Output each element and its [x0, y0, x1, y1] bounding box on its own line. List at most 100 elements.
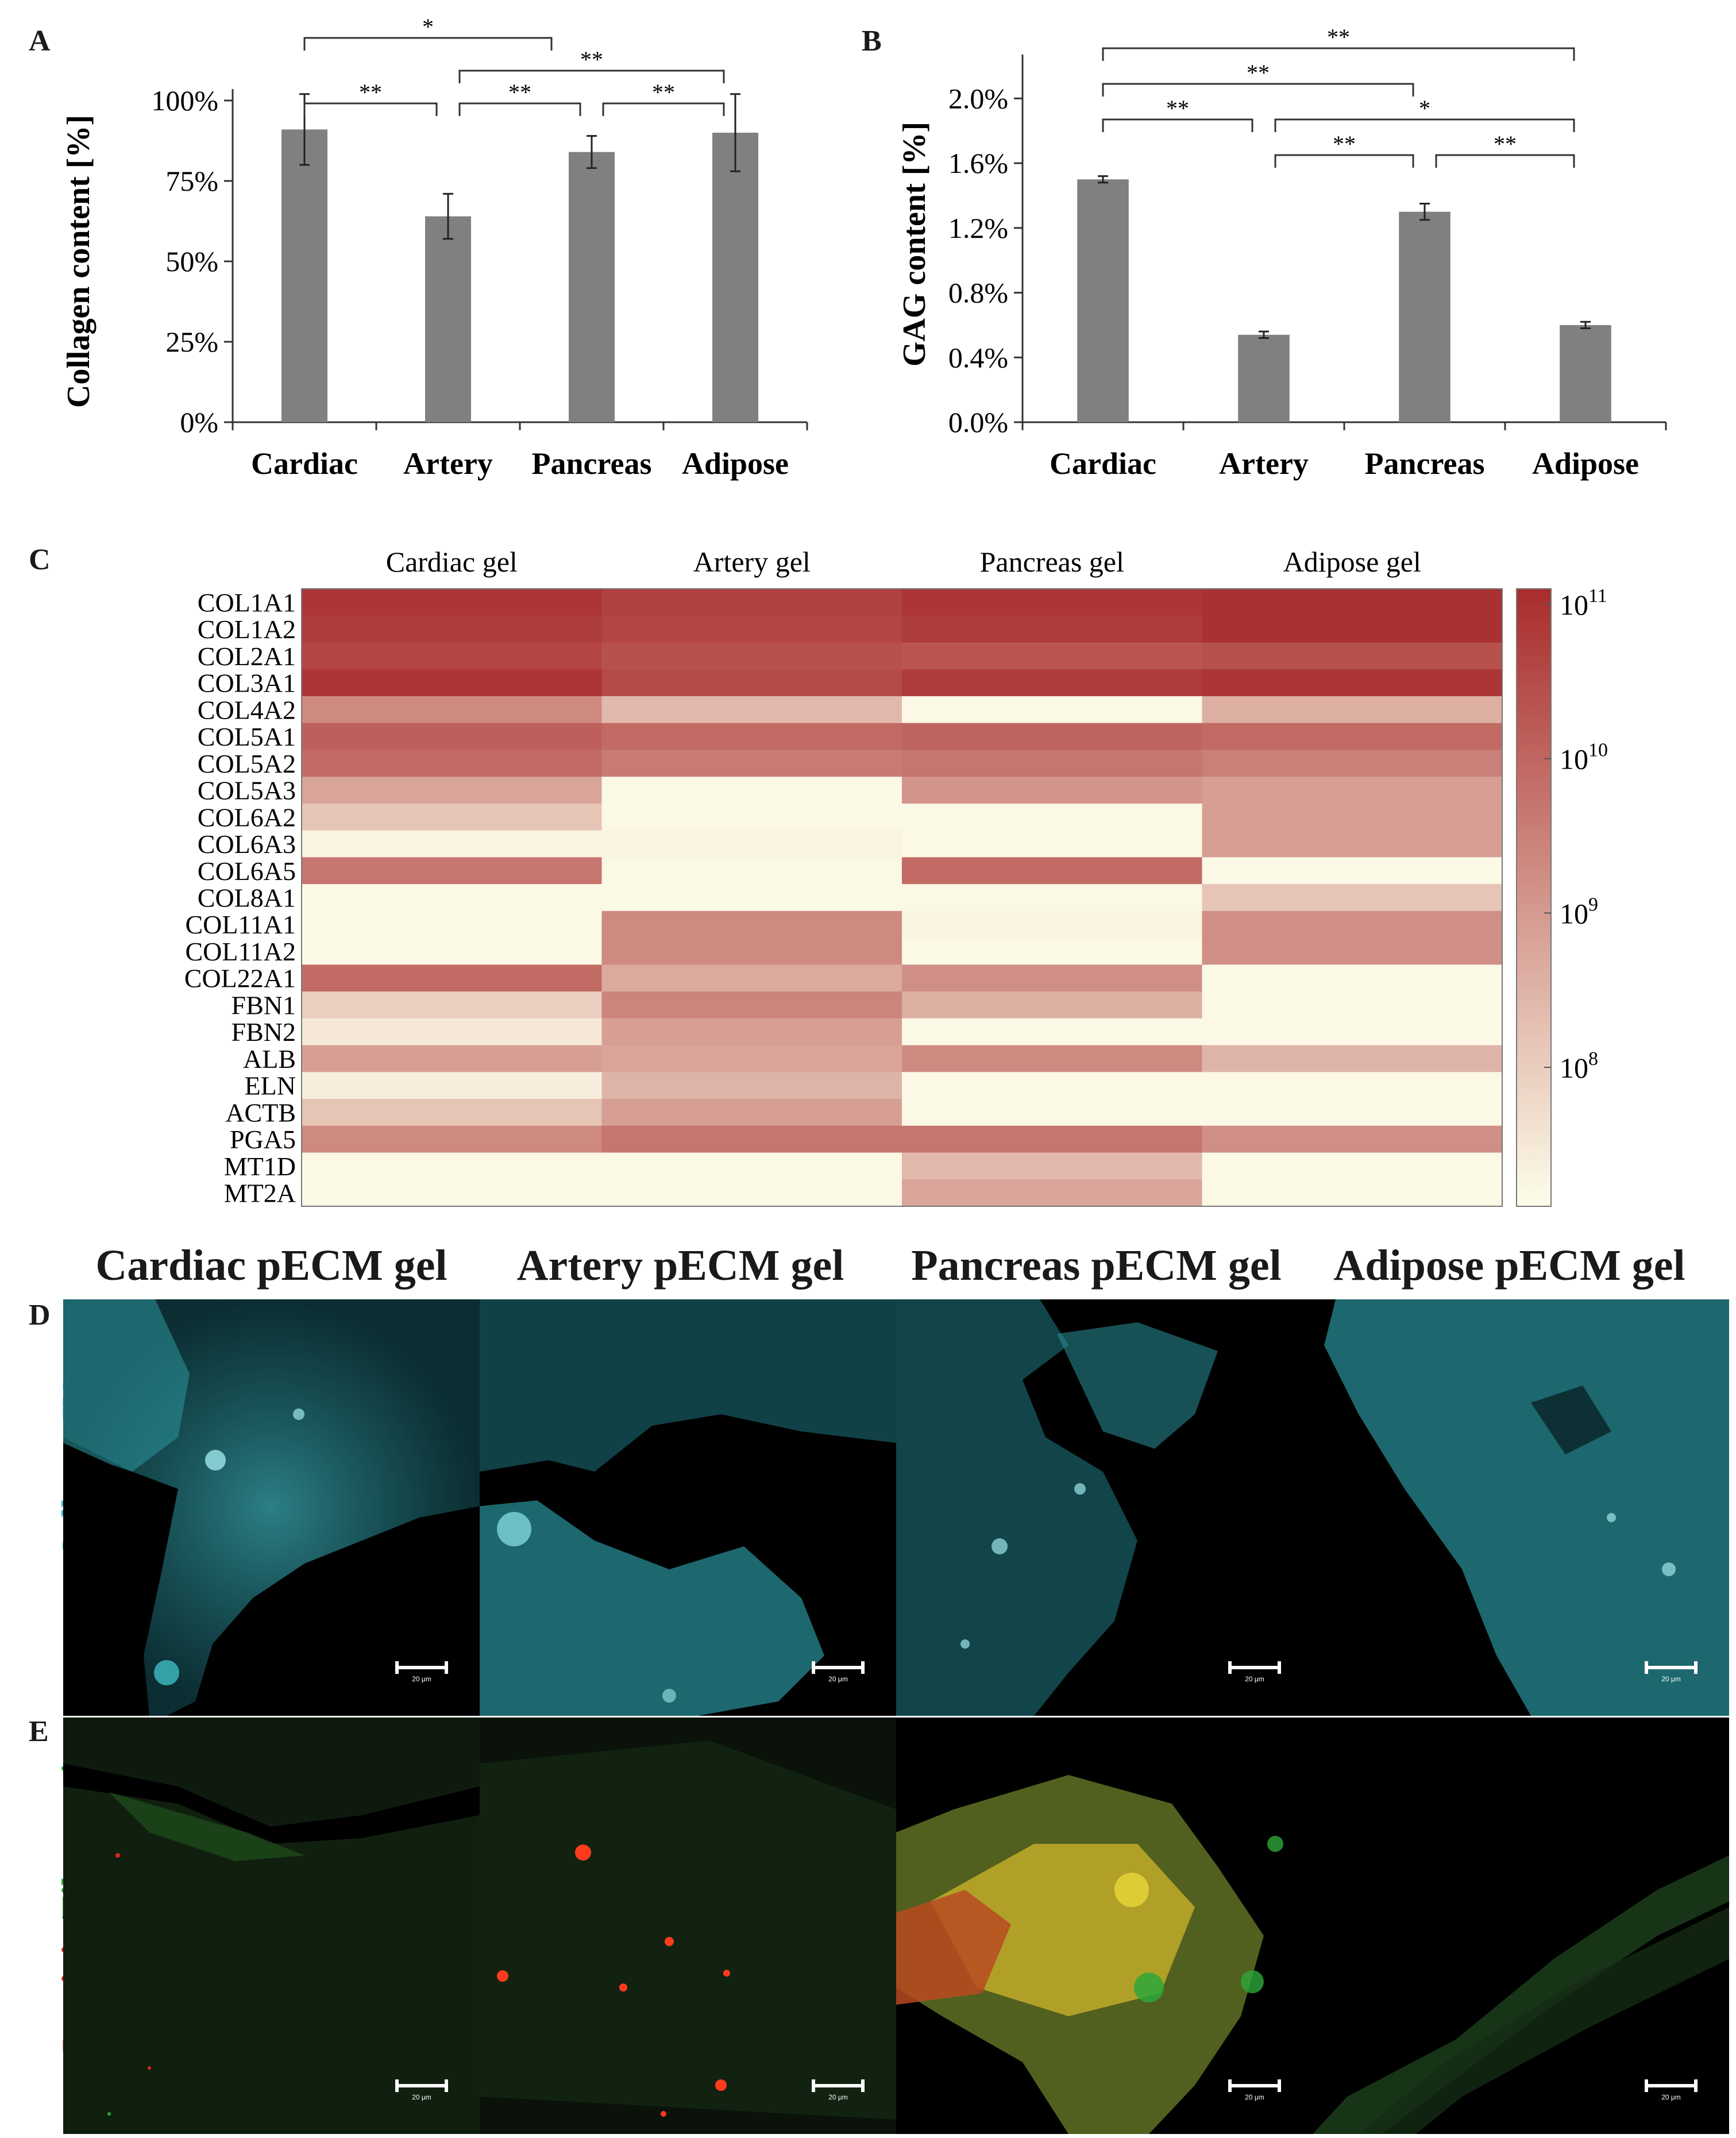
x-tick-label: Artery [403, 446, 493, 481]
column-title-pancreas: Pancreas pECM gel [911, 1241, 1282, 1290]
significance-label: ** [508, 79, 531, 105]
heatmap-cell [302, 669, 602, 697]
heatmap-row-label: COL22A1 [184, 964, 296, 993]
bracket-line [1274, 154, 1414, 168]
heatmap-cell [902, 1179, 1202, 1207]
heatmap-cell [601, 857, 902, 885]
heatmap-cell [302, 1179, 602, 1207]
heatmap-cell [302, 723, 602, 750]
heatmap-row-label: COL4A2 [198, 695, 296, 724]
significance-bracket: ** [1435, 131, 1575, 168]
heatmap-cell [902, 937, 1202, 965]
heatmap-row-label: COL11A2 [185, 937, 296, 966]
micrograph-pancreas-collagen-iv: 20 μm [896, 1299, 1313, 1716]
column-title-adipose: Adipose pECM gel [1333, 1241, 1685, 1290]
bar-cardiac [1077, 179, 1129, 422]
heatmap-cell [302, 615, 602, 643]
heatmap-cell [601, 910, 902, 939]
heatmap-cell [902, 1125, 1202, 1153]
bracket-line [1102, 83, 1414, 97]
heatmap-row-label: COL6A2 [198, 802, 296, 832]
significance-label: * [1419, 95, 1430, 121]
heatmap-cell [302, 1018, 602, 1046]
heatmap-cell [902, 696, 1202, 724]
heatmap-cell [902, 1018, 1202, 1046]
scale-bar: 20 μm [1228, 2079, 1281, 2102]
bar-adipose [1560, 325, 1611, 422]
heatmap-cell [302, 589, 602, 616]
heatmap-cell [601, 1099, 902, 1126]
heatmap-row-label: COL3A1 [198, 669, 296, 698]
heatmap-cell [601, 696, 902, 724]
micrograph-cardiac-collagen-iv: 20 μm [63, 1299, 480, 1716]
y-tick-label: 2.0% [948, 82, 1008, 114]
heatmap-cell [1202, 642, 1503, 670]
micrograph-artery-laminin-fibronectin: 20 μm [480, 1718, 896, 2134]
heatmap-cell [601, 642, 902, 670]
heatmap-cell [601, 1152, 902, 1180]
heatmap-cell [902, 884, 1202, 912]
heatmap-cell [302, 1099, 602, 1126]
significance-label: ** [1166, 95, 1189, 121]
heatmap-cell [1202, 910, 1503, 939]
heatmap-cell [601, 615, 902, 643]
micrograph-adipose-laminin-fibronectin: 20 μm [1313, 1718, 1729, 2134]
heatmap-cell [601, 884, 902, 912]
significance-bracket: ** [602, 79, 725, 116]
y-tick-label: 0.4% [948, 341, 1008, 373]
collagen-content-bar-chart: 0% 25% 50% 75% 100% Cardiac Artery Pancreas Adip… [61, 14, 808, 481]
heatmap-cell [601, 803, 902, 831]
heatmap-column-label: Adipose gel [1283, 546, 1421, 578]
heatmap-cell [902, 830, 1202, 858]
heatmap-cell [302, 884, 602, 912]
x-tick-label: Artery [1219, 446, 1309, 481]
bracket-line [1435, 154, 1575, 168]
significance-bracket: ** [1102, 24, 1575, 61]
heatmap-row-label: COL8A1 [198, 883, 296, 913]
heatmap-cell [902, 803, 1202, 831]
significance-label: ** [580, 47, 603, 72]
x-tick-label: Cardiac [251, 446, 358, 481]
heatmap-row-label: MT2A [224, 1179, 296, 1208]
heatmap-cell [601, 1072, 902, 1099]
heatmap-cell [1202, 696, 1503, 724]
heatmap-cell [902, 642, 1202, 670]
significance-bracket: ** [1274, 131, 1414, 168]
significance-label: ** [1333, 131, 1356, 157]
micrograph-pancreas-laminin-fibronectin: 20 μm [896, 1718, 1313, 2134]
heatmap-row-label: COL1A2 [198, 615, 296, 644]
heatmap-cell [1202, 1179, 1503, 1207]
panel-label-d: D [29, 1299, 51, 1332]
scale-bar: 20 μm [395, 1661, 448, 1684]
panel-label-b: B [862, 25, 882, 57]
heatmap-cell [1202, 669, 1503, 697]
heatmap-cell [902, 991, 1202, 1019]
heatmap-cell [302, 696, 602, 724]
heatmap-cell [1202, 1018, 1503, 1046]
micrograph-artery-collagen-iv: 20 μm [480, 1299, 896, 1716]
heatmap-cell [1202, 1152, 1503, 1180]
bar-artery [1238, 334, 1290, 422]
heatmap-row-label: COL6A5 [198, 856, 296, 886]
heatmap-cell [302, 750, 602, 777]
heatmap-cell [601, 1179, 902, 1207]
heatmap-cell [302, 1045, 602, 1072]
heatmap-cell [902, 669, 1202, 697]
heatmap-cell [302, 777, 602, 804]
heatmap-cell [1202, 857, 1503, 885]
heatmap-row-label: MT1D [224, 1152, 296, 1181]
heatmap-cell [1202, 1099, 1503, 1126]
heatmap-row-label: COL5A3 [198, 776, 296, 805]
heatmap-cell [302, 1125, 602, 1153]
bracket-line [1102, 118, 1253, 132]
bracket-line [303, 37, 553, 51]
heatmap-cell [1202, 937, 1503, 965]
heatmap-row-label: COL2A1 [198, 642, 296, 671]
significance-label: ** [1494, 131, 1517, 157]
heatmap-cell [302, 937, 602, 965]
heatmap-cell [601, 589, 902, 616]
heatmap-cell [1202, 1125, 1503, 1153]
heatmap-cell [902, 777, 1202, 804]
significance-label: * [422, 14, 434, 40]
x-tick-label: Adipose [682, 446, 789, 481]
